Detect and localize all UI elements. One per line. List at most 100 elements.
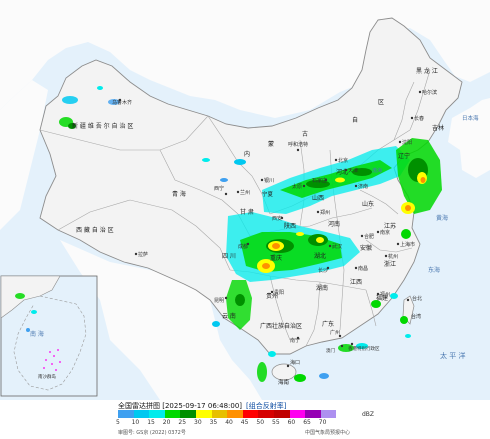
scale-tick-15: 15 (147, 419, 155, 426)
city-shijiazhuang: 石家庄 (312, 177, 327, 184)
region-inner-mongolia-d: 区 (378, 99, 384, 106)
map-approval-number: 审图号: GS京 (2022) 0372号 (118, 430, 186, 436)
region-inner-mongolia-c: 古 (302, 130, 308, 138)
region-yunnan: 云 南 (222, 312, 236, 320)
city-zhengzhou: 郑州 (320, 209, 330, 216)
scale-swatch-20 (164, 410, 181, 418)
scale-tick-40: 40 (225, 419, 233, 426)
city-shenyang: 沈阳 (402, 139, 412, 146)
inset-echoes (15, 293, 37, 332)
region-heilongjiang: 黑 龙 江 (416, 67, 438, 75)
region-hubei: 湖北 (314, 252, 326, 260)
scale-tick-55: 55 (272, 419, 280, 426)
region-hainan: 海南 (278, 378, 290, 386)
echo-south-coast (294, 293, 411, 382)
region-inner-mongolia-e: 自 (352, 116, 358, 124)
region-guangdong: 广东 (322, 320, 334, 328)
city-nanning: 南宁 (290, 337, 300, 344)
shandong-boundary (359, 189, 399, 215)
data-source: 中国气象局预报中心 (305, 430, 351, 436)
neighbor-land-north (0, 0, 490, 118)
city-beijing: 北京 (338, 157, 348, 164)
radar-echoes (59, 86, 442, 382)
legend-title-row: 全国雷达拼图 [2025-09-17 06:48:00] [组合反射率] (118, 401, 287, 411)
echo-northwest (202, 158, 246, 182)
city-yinchuan: 银川 (264, 177, 274, 184)
guangxi-boundary (305, 281, 321, 347)
inset-nansha: 南沙群岛 (38, 373, 56, 380)
city-wuhan: 武汉 (332, 243, 342, 250)
sea-japan: 日本海 (462, 114, 479, 122)
inset-coast (0, 275, 61, 319)
region-ningxia: 宁夏 (262, 190, 274, 198)
region-shanxi: 山西 (312, 194, 324, 202)
neighbor-land-south (60, 240, 262, 400)
city-nanjing: 南京 (380, 229, 390, 236)
city-guangzhou: 广州 (330, 329, 340, 336)
region-guizhou: 贵州 (266, 292, 278, 300)
scale-swatch-70 (320, 410, 337, 418)
region-hebei: 河北 (336, 168, 348, 176)
city-lhasa: 拉萨 (138, 251, 148, 258)
neighbor-land-west (0, 80, 48, 230)
legend-title: 全国雷达拼图 [2025-09-17 06:48:00] (118, 402, 243, 410)
region-inner-mongolia-a: 内 (244, 150, 250, 158)
scale-ticks: 5 10 15 20 25 30 35 40 45 50 55 60 65 70 (112, 419, 372, 427)
scale-swatch-60 (289, 410, 306, 418)
city-hangzhou: 杭州 (388, 253, 398, 260)
sea-east-china: 东海 (428, 266, 440, 274)
city-kunming: 昆明 (214, 298, 224, 304)
nine-dash-line (13, 295, 87, 391)
region-fujian: 福建 (376, 294, 388, 302)
scale-swatch-35 (211, 410, 228, 418)
echo-southwest (212, 280, 276, 382)
jiangsu-boundary (365, 239, 413, 253)
city-xian: 西安 (272, 215, 282, 222)
heilongjiang-boundary (393, 81, 415, 141)
scale-tick-20: 20 (162, 419, 171, 426)
echo-north-band (262, 146, 410, 214)
region-shaanxi: 陕西 (284, 222, 296, 230)
korea-japan (448, 98, 490, 178)
radar-map: 黑 龙 江 吉林 辽宁 内 蒙 古 区 自 新 疆 维 吾 尔 自 治 区 西 … (0, 0, 490, 400)
sea-yellow: 黄海 (436, 214, 448, 222)
city-taiyuan: 太原 (292, 183, 302, 190)
jilin-boundary (409, 69, 431, 131)
scale-tick-50: 50 (256, 419, 265, 426)
legend-product: [组合反射率] (246, 402, 287, 410)
city-changsha: 长沙 (318, 267, 328, 274)
sea-labels: 黄海 东海 太 平 洋 日本海 渤海 (372, 114, 479, 360)
scale-tick-65: 65 (303, 419, 311, 426)
city-nanchang: 南昌 (358, 265, 368, 272)
region-xinjiang: 新 疆 维 吾 尔 自 治 区 (72, 122, 133, 130)
city-tianjin: 天津 (348, 167, 358, 174)
scale-tick-70: 70 (318, 419, 327, 426)
color-scale (118, 410, 337, 418)
scale-tick-10: 10 (131, 419, 140, 426)
region-guangxi: 广西壮族自治区 (260, 322, 302, 330)
region-labels: 黑 龙 江 吉林 辽宁 内 蒙 古 区 自 新 疆 维 吾 尔 自 治 区 西 … (72, 67, 444, 386)
region-inner-mongolia-b: 蒙 (268, 140, 274, 148)
scale-tick-35: 35 (209, 419, 218, 426)
south-china-sea-inset: 南 海 南沙群岛 (0, 275, 98, 397)
scale-swatch-50 (258, 410, 274, 418)
guizhou-boundary (269, 275, 291, 341)
region-jiangsu: 江苏 (384, 222, 396, 230)
city-hefei: 合肥 (364, 233, 374, 240)
city-chengdu: 成都 (238, 243, 248, 250)
legend-unit: dBZ (362, 411, 375, 418)
region-hunan: 湖南 (316, 284, 328, 292)
scale-swatch-25 (180, 410, 196, 418)
city-jinan: 济南 (358, 183, 368, 190)
region-zhejiang: 浙江 (384, 260, 396, 268)
city-lanzhou: 兰州 (240, 189, 250, 196)
city-haikou: 海口 (290, 359, 300, 366)
city-guiyang: 贵阳 (274, 289, 284, 296)
hainan-island (271, 363, 297, 381)
echo-northeast (396, 138, 442, 239)
echo-xinjiang (59, 86, 120, 129)
sea-pacific: 太 平 洋 (440, 351, 465, 360)
fujian-boundary (365, 289, 377, 327)
scale-tick-45: 45 (240, 419, 249, 426)
